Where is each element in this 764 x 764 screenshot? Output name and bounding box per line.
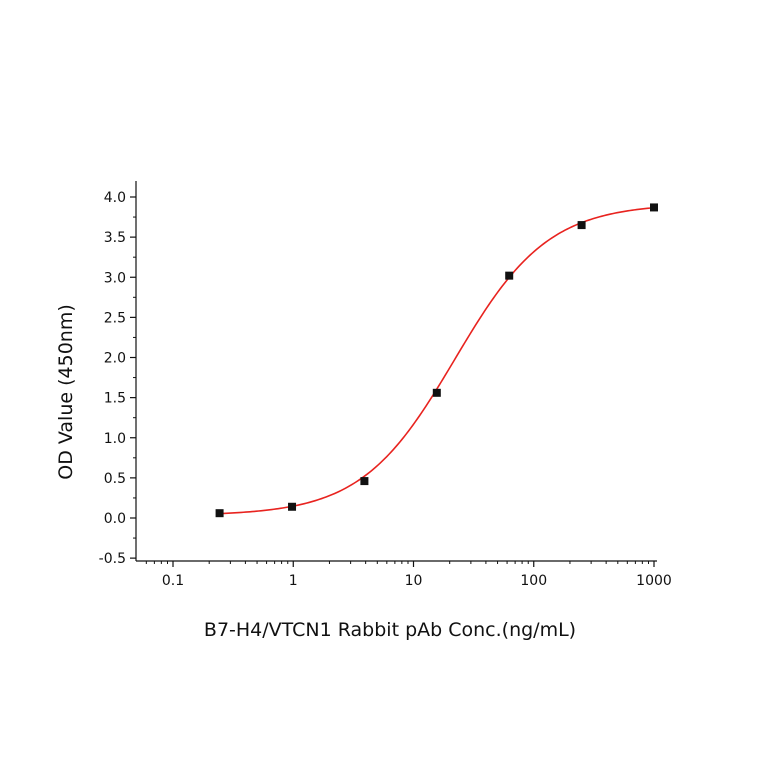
data-point <box>577 221 586 230</box>
y-tick-label: 3.5 <box>104 230 126 246</box>
fit-curve <box>219 206 655 515</box>
x-axis-title: B7-H4/VTCN1 Rabbit pAb Conc.(ng/mL) <box>204 619 576 641</box>
y-tick-label: 2.5 <box>104 310 126 326</box>
y-tick-label: 1.5 <box>104 391 126 407</box>
x-tick-label: 100 <box>520 573 547 589</box>
data-point <box>650 203 658 212</box>
y-tick-label: 1.0 <box>104 431 126 447</box>
y-tick-label: 4.0 <box>104 190 126 206</box>
data-point <box>505 271 514 280</box>
x-ticks: 0.1 1 10 100 1000 <box>145 561 672 589</box>
x-tick-label: 10 <box>405 573 423 589</box>
y-tick-label: 0.5 <box>104 471 126 487</box>
data-point <box>360 477 369 486</box>
y-tick-label: -0.5 <box>99 551 126 567</box>
data-points <box>215 203 658 518</box>
data-point <box>288 502 297 511</box>
data-point <box>215 509 224 518</box>
data-point <box>432 388 441 397</box>
y-tick-label: 0.0 <box>104 511 126 527</box>
axes <box>135 181 657 562</box>
y-tick-label: 3.0 <box>104 270 126 286</box>
x-tick-label: 1000 <box>636 573 672 589</box>
x-tick-label: 1 <box>289 573 298 589</box>
x-tick-label: 0.1 <box>162 573 184 589</box>
y-tick-label: 2.0 <box>104 351 126 367</box>
y-axis-title: OD Value (450nm) <box>55 304 77 479</box>
y-ticks: 4.0 3.5 3.0 2.5 2.0 1.5 1.0 0.5 0.0 -0.5 <box>99 190 136 567</box>
